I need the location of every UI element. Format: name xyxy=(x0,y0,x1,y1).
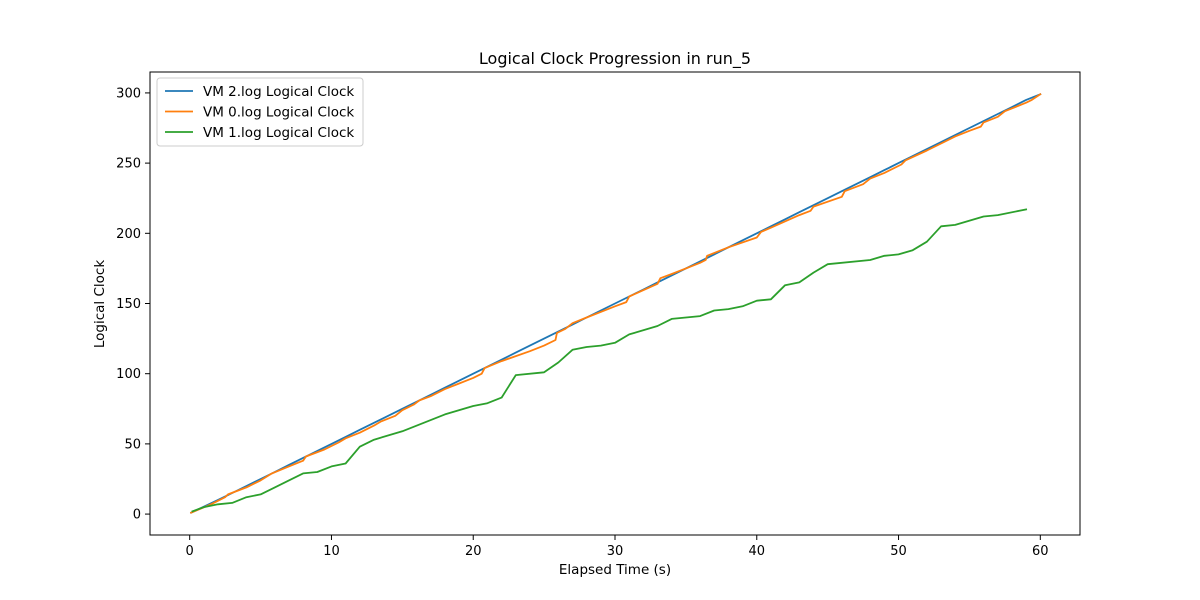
legend-box xyxy=(156,77,364,147)
y-tick-label: 50 xyxy=(124,437,141,452)
x-tick-label: 50 xyxy=(890,544,907,559)
x-tick-label: 0 xyxy=(186,544,194,559)
y-tick-label: 150 xyxy=(116,297,141,312)
x-axis-title: Elapsed Time (s) xyxy=(559,562,671,578)
x-tick-label: 60 xyxy=(1032,544,1049,559)
series-line-1 xyxy=(189,93,1042,514)
legend: VM 2.log Logical Clock VM 0.log Logical C… xyxy=(156,77,364,147)
x-axis-ticks: 0 10 20 30 40 50 60 xyxy=(186,535,1049,559)
series-line-0 xyxy=(189,93,1042,514)
y-tick-label: 250 xyxy=(116,157,141,172)
x-tick-label: 10 xyxy=(323,544,340,559)
y-tick-label: 200 xyxy=(116,227,141,242)
y-tick-label: 100 xyxy=(116,367,141,382)
x-tick-label: 40 xyxy=(748,544,765,559)
legend-label-1: VM 0.log Logical Clock xyxy=(203,105,354,121)
legend-label-2: VM 1.log Logical Clock xyxy=(203,125,354,141)
y-tick-label: 0 xyxy=(133,508,141,523)
series-lines xyxy=(189,93,1042,514)
x-tick-label: 20 xyxy=(465,544,482,559)
series-line-2 xyxy=(191,208,1028,513)
y-axis-ticks: 0 50 100 150 200 250 300 xyxy=(116,86,150,523)
y-tick-label: 300 xyxy=(116,86,141,101)
legend-label-0: VM 2.log Logical Clock xyxy=(203,84,354,100)
x-tick-label: 30 xyxy=(607,544,624,559)
chart-title: Logical Clock Progression in run_5 xyxy=(479,49,751,69)
y-axis-title: Logical Clock xyxy=(92,260,108,348)
